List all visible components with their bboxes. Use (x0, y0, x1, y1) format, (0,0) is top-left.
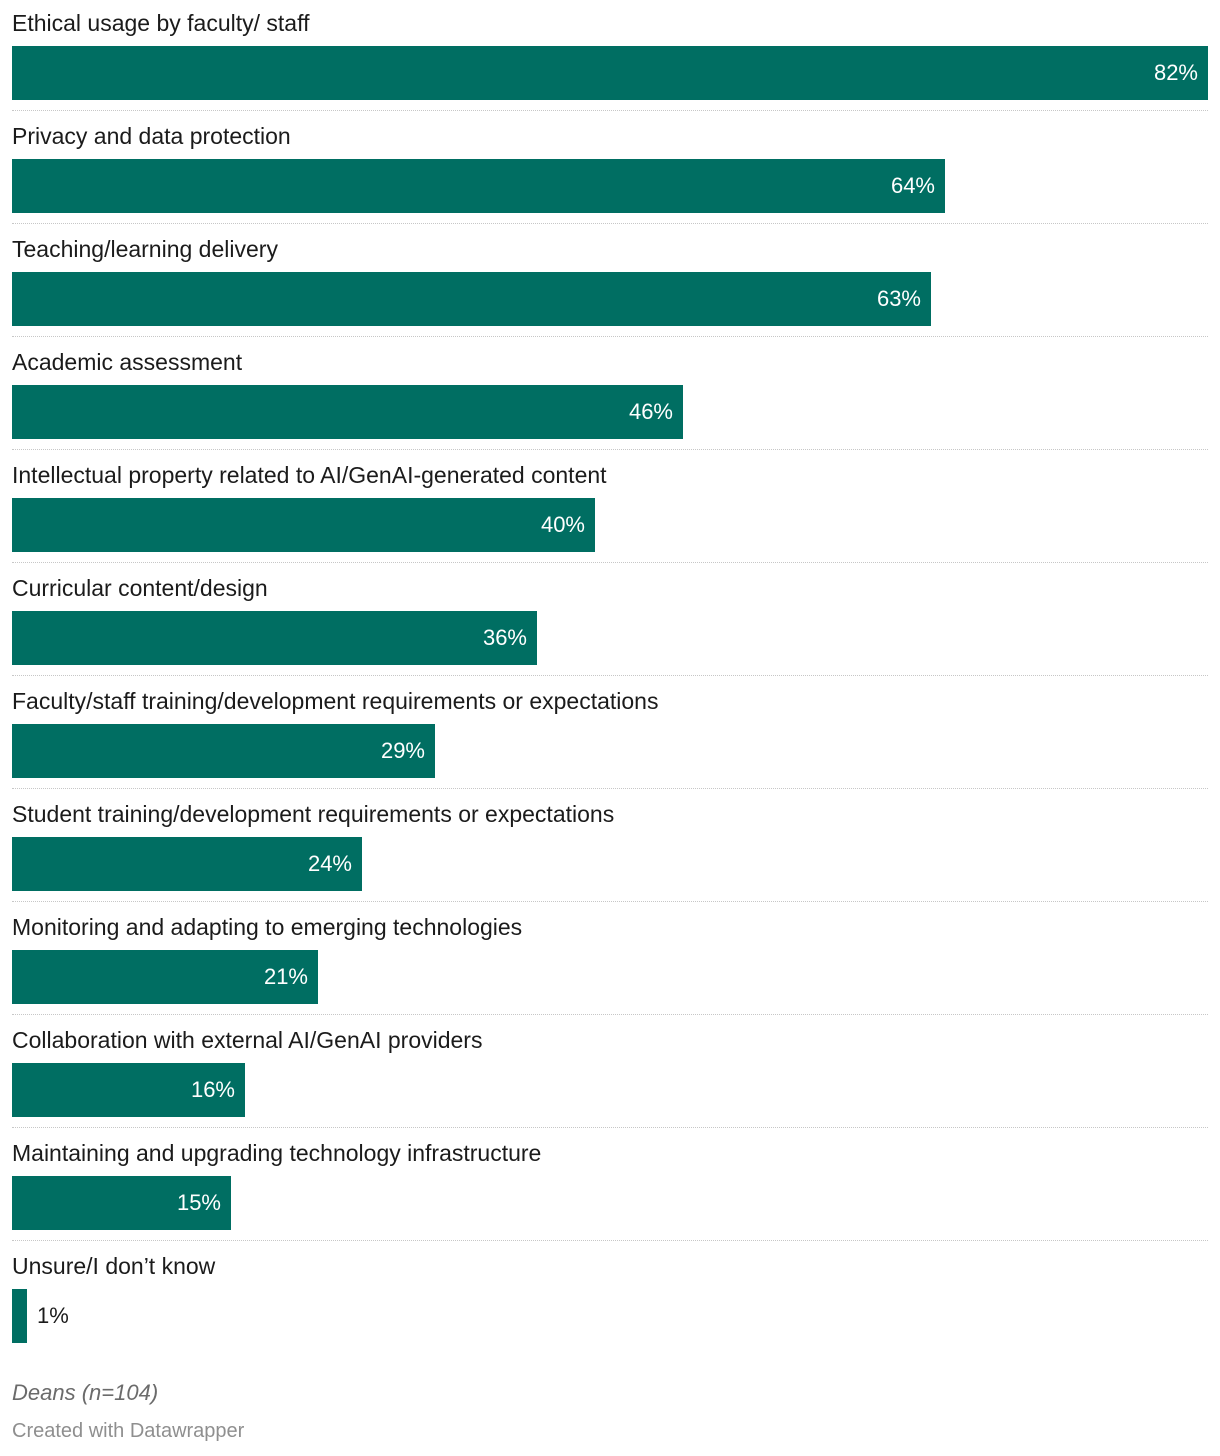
row-separator (12, 110, 1208, 111)
bar (12, 1063, 245, 1117)
sample-note: Deans (n=104) (12, 1380, 159, 1405)
category-label: Student training/development requirement… (12, 801, 615, 827)
row-separator (12, 1240, 1208, 1241)
value-label: 16% (190, 1077, 235, 1102)
bar-row: Monitoring and adapting to emerging tech… (12, 904, 1208, 1016)
bar (12, 611, 537, 665)
bar (12, 950, 318, 1004)
category-label: Collaboration with external AI/GenAI pro… (12, 1027, 483, 1053)
bar (12, 498, 595, 552)
bar-row: Maintaining and upgrading technology inf… (12, 1130, 1208, 1242)
bar (12, 272, 931, 326)
bar-row: Faculty/staff training/development requi… (12, 678, 1208, 790)
category-label: Maintaining and upgrading technology inf… (12, 1140, 542, 1166)
bar-row: Collaboration with external AI/GenAI pro… (12, 1017, 1208, 1129)
bar (12, 1289, 27, 1343)
value-label: 40% (540, 512, 585, 537)
value-label: 21% (263, 964, 308, 989)
bar-row: Unsure/I don’t know 1% (12, 1243, 1208, 1355)
bar (12, 1176, 231, 1230)
value-label: 63% (876, 286, 921, 311)
category-label: Ethical usage by faculty/ staff (12, 10, 310, 36)
category-label: Curricular content/design (12, 575, 268, 601)
row-separator (12, 1127, 1208, 1128)
category-label: Privacy and data protection (12, 123, 291, 149)
value-label: 29% (380, 738, 425, 763)
bar (12, 724, 435, 778)
value-label: 24% (307, 851, 352, 876)
bar (12, 385, 683, 439)
category-label: Faculty/staff training/development requi… (12, 688, 659, 714)
bar-row: Ethical usage by faculty/ staff 82% (12, 0, 1208, 112)
value-label: 15% (176, 1190, 221, 1215)
bar-row: Intellectual property related to AI/GenA… (12, 452, 1208, 564)
row-separator (12, 562, 1208, 563)
row-separator (12, 675, 1208, 676)
category-label: Academic assessment (12, 349, 243, 375)
value-label: 82% (1153, 60, 1198, 85)
bar (12, 837, 362, 891)
category-label: Unsure/I don’t know (12, 1253, 216, 1279)
row-separator (12, 1014, 1208, 1015)
value-label: 1% (37, 1303, 69, 1328)
bar-row: Academic assessment 46% (12, 339, 1208, 451)
bar-row: Teaching/learning delivery 63% (12, 226, 1208, 338)
bar-row: Student training/development requirement… (12, 791, 1208, 903)
bar-row: Privacy and data protection 64% (12, 113, 1208, 225)
bar (12, 159, 945, 213)
bar-row: Curricular content/design 36% (12, 565, 1208, 677)
value-label: 46% (628, 399, 673, 424)
row-separator (12, 449, 1208, 450)
category-label: Intellectual property related to AI/GenA… (12, 462, 607, 488)
row-separator (12, 336, 1208, 337)
bar-chart: Ethical usage by faculty/ staff 82% Privac… (12, 0, 1208, 1355)
value-label: 64% (890, 173, 935, 198)
row-separator (12, 788, 1208, 789)
value-label: 36% (482, 625, 527, 650)
row-separator (12, 223, 1208, 224)
datawrapper-credit: Created with Datawrapper (12, 1420, 245, 1442)
bar (12, 46, 1208, 100)
row-separator (12, 901, 1208, 902)
category-label: Teaching/learning delivery (12, 236, 278, 262)
category-label: Monitoring and adapting to emerging tech… (12, 914, 523, 940)
